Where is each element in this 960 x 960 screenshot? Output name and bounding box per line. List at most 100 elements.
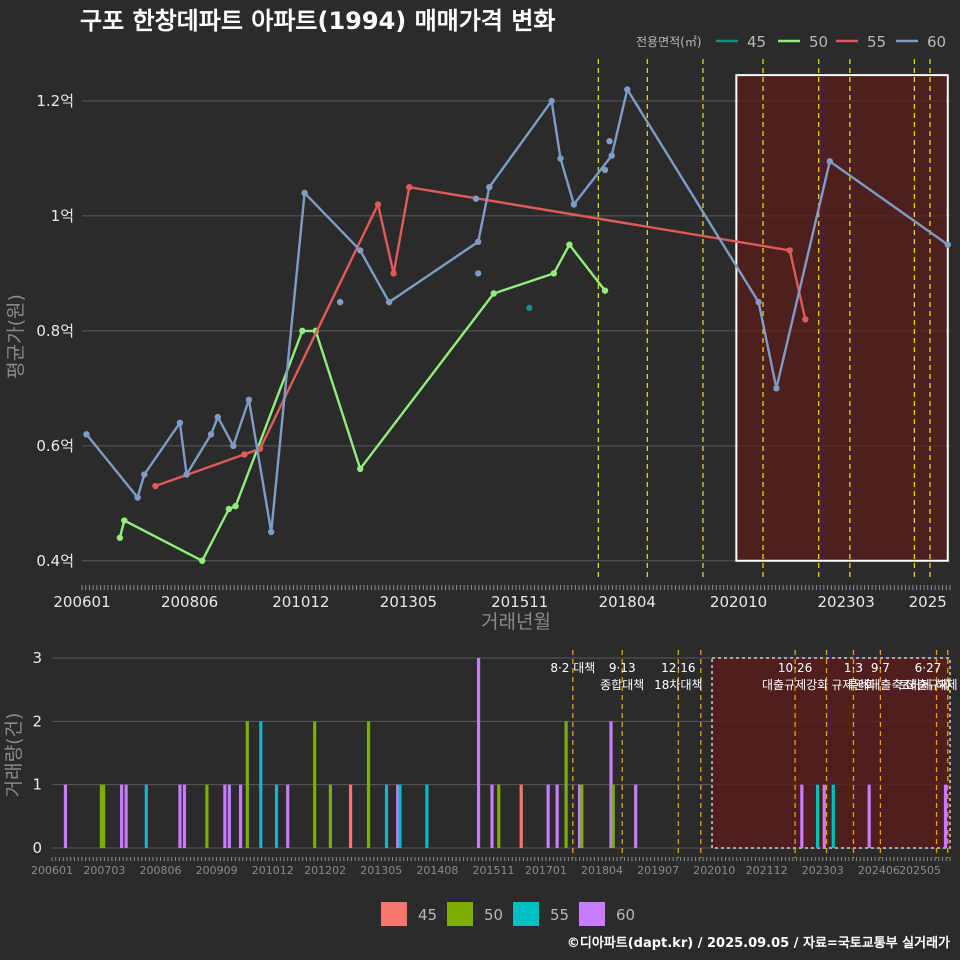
- bar-50: [102, 784, 106, 848]
- data-point-60: [301, 189, 308, 197]
- bar-60: [124, 784, 128, 848]
- data-point-60: [83, 431, 90, 438]
- series-line-50: [118, 243, 606, 562]
- x-tick-label: 201511: [491, 593, 548, 611]
- volume-legend: 45 50 55 60: [381, 902, 635, 926]
- data-point-50: [490, 290, 497, 297]
- data-point-60: [624, 86, 631, 93]
- bar-60: [867, 784, 871, 848]
- bar-60: [555, 784, 559, 848]
- data-point-60: [472, 195, 480, 202]
- data-point-50: [232, 502, 239, 510]
- x-tick-label: 200806: [140, 864, 182, 877]
- policy-annotation: 9·7: [871, 661, 890, 675]
- bar-60: [634, 784, 638, 848]
- bar-60: [577, 784, 582, 848]
- x-tick-label: 201511: [473, 864, 515, 877]
- legend-label-60: 60: [927, 33, 946, 51]
- data-point-60: [176, 419, 184, 427]
- x-tick-label: 200601: [31, 864, 73, 877]
- bar-50: [497, 784, 501, 848]
- legend-label-45: 45: [747, 33, 766, 51]
- x-tick-label: 201305: [380, 593, 437, 611]
- data-point-55: [405, 183, 413, 191]
- bar-50: [313, 721, 317, 848]
- bar-50: [611, 784, 615, 848]
- legend-swatch-55: [513, 902, 539, 926]
- bar-50: [564, 721, 568, 848]
- x-tick-label: 201408: [416, 864, 458, 877]
- policy-annotation: 특례대출축소: [847, 678, 913, 692]
- bar-60: [63, 784, 68, 848]
- bar-55: [425, 784, 429, 848]
- data-point-55: [374, 201, 382, 208]
- data-point-60: [474, 238, 482, 245]
- data-point-60: [357, 247, 364, 254]
- data-point-50: [601, 287, 609, 294]
- x-tick-label: 201012: [252, 864, 294, 877]
- bar-60: [238, 784, 243, 848]
- bar-60: [476, 658, 481, 848]
- data-point-60: [183, 471, 190, 478]
- y-axis-title: 평균가(원): [5, 294, 27, 379]
- data-point-55: [152, 482, 159, 490]
- bar-45: [519, 784, 523, 848]
- data-point-50: [550, 270, 558, 277]
- policy-annotation: 12·16: [661, 661, 695, 675]
- x-tick-label: 201804: [599, 593, 656, 611]
- bar-50: [245, 721, 249, 848]
- policy-annotation: 규제완화: [831, 678, 875, 692]
- legend-label-45: 45: [418, 906, 437, 924]
- legend-swatch-60: [579, 902, 605, 926]
- legend-label-55: 55: [867, 33, 886, 51]
- data-point-60: [608, 152, 615, 159]
- bar-60: [822, 784, 826, 848]
- y-tick-label: 1억: [51, 207, 74, 225]
- data-point-60: [755, 298, 762, 306]
- data-point-60: [385, 298, 393, 306]
- data-point-60: [336, 298, 344, 306]
- policy-annotation: 대출규제: [906, 678, 950, 692]
- x-tick-label: 202406: [858, 864, 900, 877]
- data-point-60: [486, 183, 493, 191]
- bar-60: [182, 784, 187, 848]
- y-tick-label: 1: [32, 776, 42, 794]
- data-point-60: [557, 155, 564, 162]
- data-point-55: [241, 451, 248, 458]
- highlight-box: [735, 74, 949, 562]
- x-tick-label: 202303: [802, 864, 844, 877]
- data-point-60: [214, 413, 221, 421]
- data-point-60: [944, 241, 951, 248]
- bar-60: [490, 784, 494, 848]
- data-point-60: [606, 138, 613, 145]
- x-tick-label: 201907: [637, 864, 679, 877]
- y-tick-label: 0.4억: [36, 552, 74, 570]
- x-tick-label: 202112: [746, 864, 788, 877]
- legend-label-55: 55: [550, 906, 569, 924]
- data-point-50: [357, 465, 364, 473]
- data-point-60: [245, 396, 253, 404]
- data-point-60: [601, 166, 609, 174]
- highlight-box: [711, 657, 951, 849]
- x-tick-label: 201305: [360, 864, 402, 877]
- bar-50: [205, 784, 209, 848]
- policy-annotation: 18차대책: [654, 677, 702, 692]
- y-tick-label: 3: [32, 649, 42, 667]
- bar-60: [396, 784, 400, 848]
- series-line-60: [85, 88, 949, 534]
- bar-50: [580, 784, 584, 848]
- x-tick-label: 202303: [818, 593, 875, 611]
- legend-swatch-50: [447, 902, 473, 926]
- policy-annotation: 1·3: [844, 661, 863, 675]
- x-axis-title: 거래년월: [481, 611, 551, 633]
- y-tick-label: 0: [32, 839, 42, 857]
- x-tick-label: 202010: [710, 593, 767, 611]
- bar-60: [943, 784, 948, 848]
- data-point-60: [570, 201, 578, 208]
- policy-annotation: 10·26: [778, 661, 812, 675]
- legend-label-50: 50: [484, 906, 503, 924]
- data-point-55: [802, 316, 809, 323]
- data-point-50: [121, 517, 128, 524]
